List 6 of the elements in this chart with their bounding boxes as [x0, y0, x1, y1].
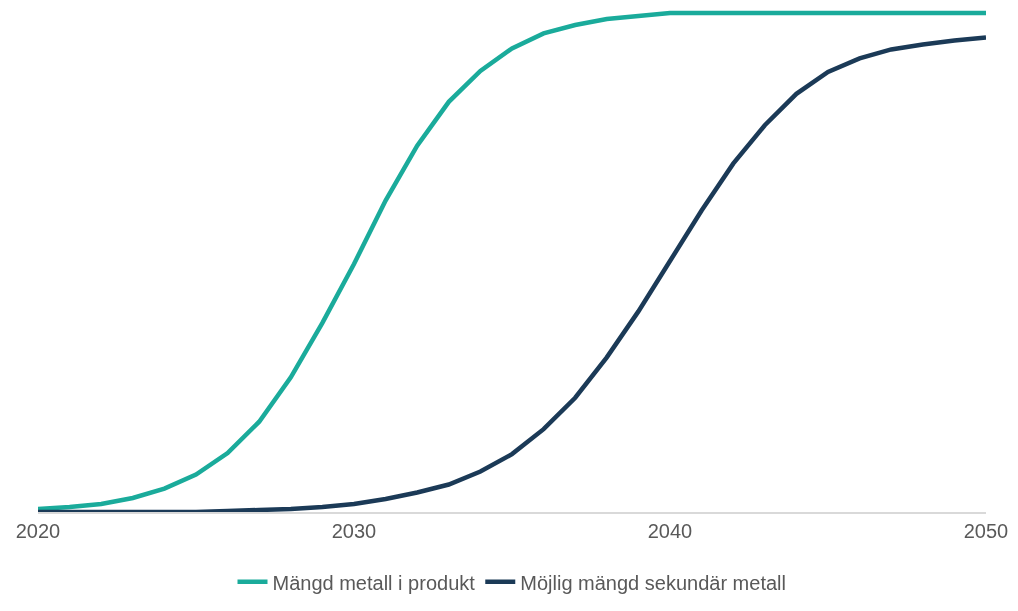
x-tick-label: 2050 [963, 519, 1009, 542]
legend-label: Mängd metall i produkt [272, 571, 476, 594]
x-tick-label: 2020 [15, 519, 61, 542]
legend-label: Möjlig mängd sekundär metall [520, 571, 786, 594]
x-tick-label: 2040 [647, 519, 693, 542]
x-tick-label: 2030 [331, 519, 377, 542]
